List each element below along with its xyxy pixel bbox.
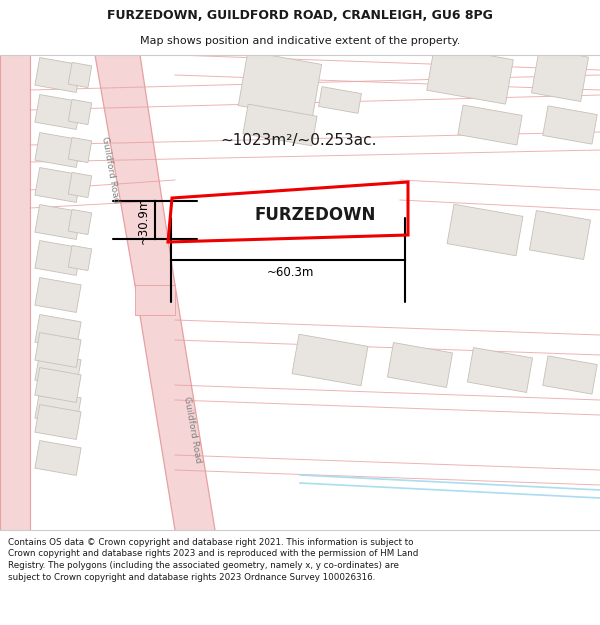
Polygon shape	[447, 204, 523, 256]
Text: Guildford Road: Guildford Road	[182, 396, 202, 464]
Text: Contains OS data © Crown copyright and database right 2021. This information is : Contains OS data © Crown copyright and d…	[8, 538, 418, 582]
Polygon shape	[458, 105, 522, 145]
Polygon shape	[543, 106, 597, 144]
Polygon shape	[135, 285, 175, 315]
Polygon shape	[427, 46, 513, 104]
Polygon shape	[35, 58, 81, 92]
Polygon shape	[35, 332, 81, 367]
Polygon shape	[68, 246, 92, 271]
Polygon shape	[35, 132, 81, 168]
Polygon shape	[35, 241, 81, 276]
Polygon shape	[35, 352, 81, 388]
Polygon shape	[35, 314, 81, 349]
Text: Map shows position and indicative extent of the property.: Map shows position and indicative extent…	[140, 36, 460, 46]
Polygon shape	[35, 204, 81, 239]
Polygon shape	[35, 441, 81, 476]
Polygon shape	[243, 104, 317, 146]
Polygon shape	[68, 138, 92, 162]
Polygon shape	[35, 391, 81, 426]
Polygon shape	[35, 168, 81, 202]
Polygon shape	[35, 404, 81, 439]
Polygon shape	[68, 209, 92, 234]
Polygon shape	[35, 94, 81, 129]
Polygon shape	[467, 348, 533, 392]
Polygon shape	[35, 368, 81, 402]
Text: ~60.3m: ~60.3m	[266, 266, 314, 279]
Polygon shape	[238, 51, 322, 119]
Polygon shape	[135, 285, 215, 530]
Polygon shape	[292, 334, 368, 386]
Text: FURZEDOWN: FURZEDOWN	[254, 206, 376, 224]
Polygon shape	[68, 99, 92, 124]
Polygon shape	[543, 356, 597, 394]
Polygon shape	[319, 87, 361, 113]
Polygon shape	[529, 211, 590, 259]
Polygon shape	[68, 62, 92, 88]
Text: Guildford Road: Guildford Road	[100, 136, 120, 204]
Text: FURZEDOWN, GUILDFORD ROAD, CRANLEIGH, GU6 8PG: FURZEDOWN, GUILDFORD ROAD, CRANLEIGH, GU…	[107, 9, 493, 22]
Polygon shape	[95, 55, 175, 285]
Text: ~30.9m: ~30.9m	[137, 196, 149, 244]
Polygon shape	[68, 173, 92, 198]
Polygon shape	[532, 49, 589, 101]
Polygon shape	[388, 342, 452, 388]
Polygon shape	[0, 55, 30, 530]
Text: ~1023m²/~0.253ac.: ~1023m²/~0.253ac.	[220, 132, 377, 148]
Polygon shape	[35, 278, 81, 312]
